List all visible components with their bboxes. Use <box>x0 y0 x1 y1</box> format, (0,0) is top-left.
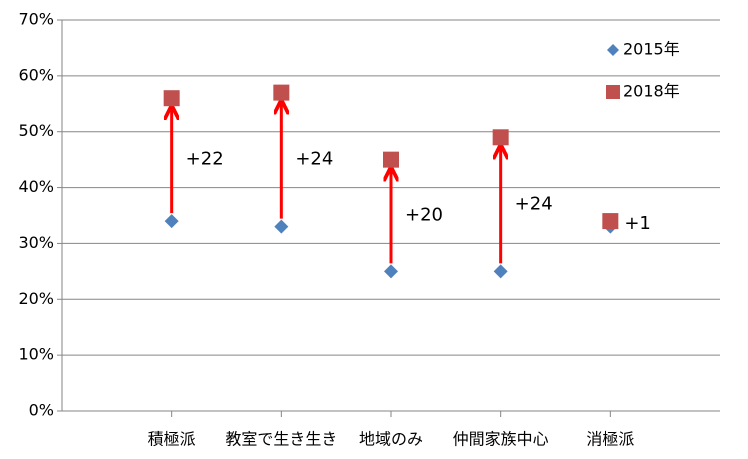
point-2015 <box>384 264 398 279</box>
x-tick-label: 積極派 <box>148 430 196 449</box>
point-2018 <box>602 213 619 230</box>
point-2015 <box>493 264 508 279</box>
point-2015 <box>274 219 289 234</box>
y-tick-label: 0% <box>29 401 54 420</box>
legend-marker <box>607 44 619 56</box>
y-tick-label: 60% <box>18 65 54 84</box>
change-label: +24 <box>295 149 333 170</box>
legend-marker <box>606 85 620 99</box>
x-tick-label: 教室で生き生き <box>225 430 337 449</box>
legend-label: 2018年 <box>623 82 680 101</box>
change-label: +24 <box>515 193 553 214</box>
legend-label: 2015年 <box>623 40 680 59</box>
x-tick-label: 地域のみ <box>359 430 423 449</box>
point-2015 <box>164 214 179 229</box>
y-tick-label: 50% <box>18 121 54 140</box>
y-tick-label: 70% <box>18 10 54 29</box>
y-tick-label: 20% <box>18 289 54 308</box>
change-label: +22 <box>186 149 224 170</box>
y-tick-label: 40% <box>18 177 54 196</box>
point-2018 <box>492 129 509 146</box>
change-label: +1 <box>624 213 651 234</box>
x-tick-label: 仲間家族中心 <box>453 430 549 449</box>
x-tick-label: 消極派 <box>586 430 634 449</box>
point-2018 <box>383 151 399 168</box>
point-2018 <box>273 84 290 101</box>
y-tick-label: 10% <box>18 345 54 364</box>
change-label: +20 <box>405 205 443 226</box>
point-2018 <box>163 90 180 107</box>
y-tick-label: 30% <box>18 233 54 252</box>
